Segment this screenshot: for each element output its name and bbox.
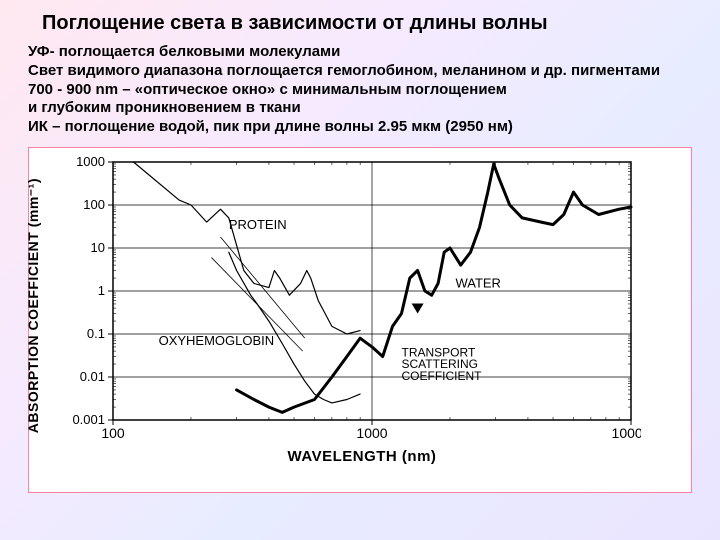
page-title: Поглощение света в зависимости от длины … bbox=[28, 12, 692, 35]
svg-text:100: 100 bbox=[83, 197, 105, 212]
svg-text:1000: 1000 bbox=[76, 154, 105, 169]
svg-text:0.001: 0.001 bbox=[72, 412, 105, 427]
desc-line-1: УФ- поглощается белковыми молекулами bbox=[28, 43, 692, 62]
x-axis-label: WAVELENGTH (nm) bbox=[51, 448, 673, 465]
svg-text:100: 100 bbox=[101, 425, 125, 441]
svg-text:WATER: WATER bbox=[455, 275, 501, 290]
svg-text:10: 10 bbox=[91, 240, 105, 255]
desc-line-5: ИК – поглощение водой, пик при длине вол… bbox=[28, 118, 692, 137]
absorption-chart: 0.001 0.01 0.1 1 10 100 1000 100 1000 10000 PROTEI… bbox=[51, 154, 641, 446]
desc-line-4: и глубоким проникновением в ткани bbox=[28, 99, 692, 118]
svg-text:0.01: 0.01 bbox=[80, 369, 105, 384]
svg-text:OXYHEMOGLOBIN: OXYHEMOGLOBIN bbox=[159, 333, 275, 348]
y-axis-label: ABSORPTION COEFFICIENT (mm⁻¹) bbox=[25, 178, 41, 433]
chart-container: ABSORPTION COEFFICIENT (mm⁻¹) 0.0010.010… bbox=[28, 147, 692, 493]
svg-text:0.1: 0.1 bbox=[87, 326, 105, 341]
description-block: УФ- поглощается белковыми молекулами Све… bbox=[28, 43, 692, 137]
svg-text:1: 1 bbox=[98, 283, 105, 298]
svg-text:COEFFICIENT: COEFFICIENT bbox=[402, 369, 483, 383]
svg-text:1000: 1000 bbox=[356, 425, 387, 441]
desc-line-3: 700 - 900 nm – «оптическое окно» с миним… bbox=[28, 81, 692, 100]
svg-text:10000: 10000 bbox=[612, 425, 641, 441]
desc-line-2: Свет видимого диапазона поглощается гемо… bbox=[28, 62, 692, 81]
svg-text:PROTEIN: PROTEIN bbox=[229, 217, 287, 232]
